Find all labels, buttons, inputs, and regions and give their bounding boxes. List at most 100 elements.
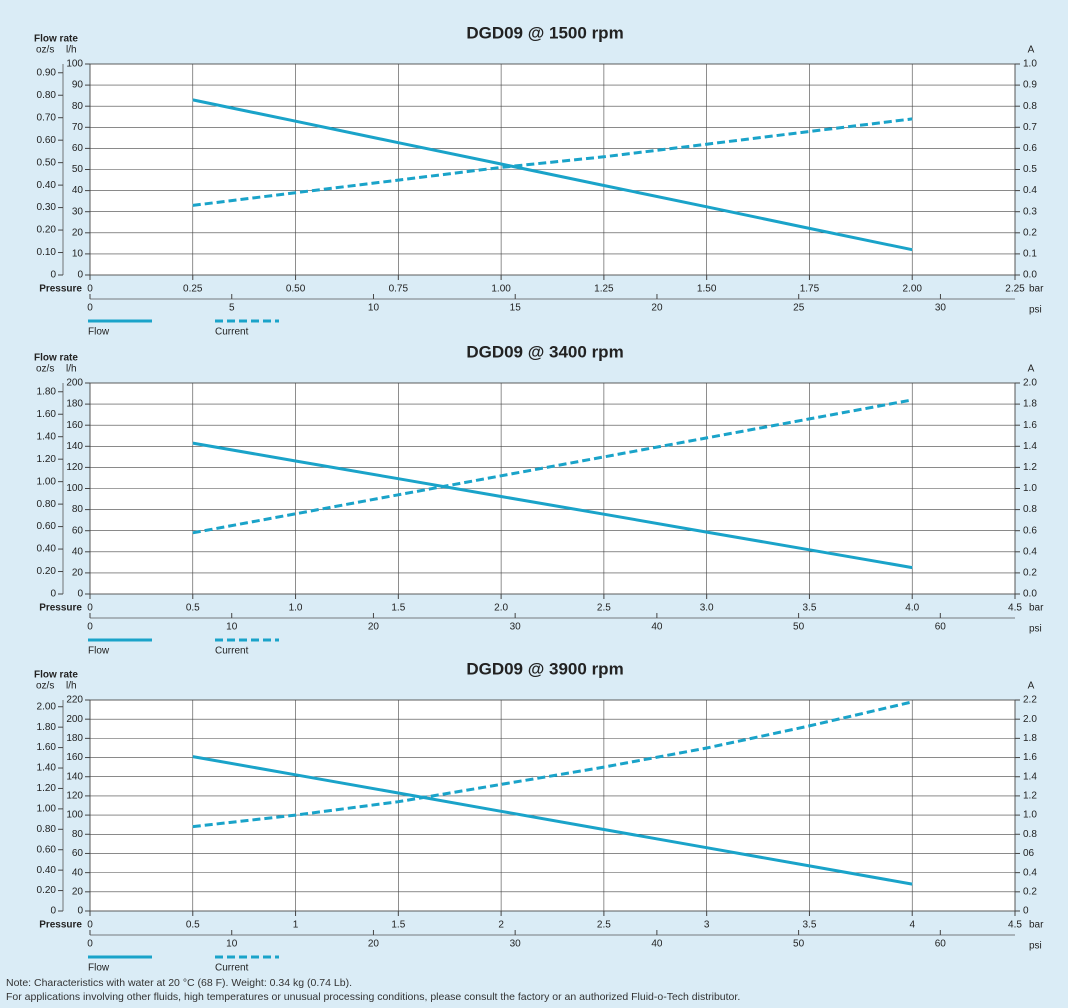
x2-tick-label: 30: [935, 303, 947, 314]
y-tick-label: 120: [66, 791, 83, 802]
y-tick-label: 200: [66, 378, 83, 389]
x-axis-title: Pressure: [39, 920, 82, 931]
y-tick-label: 60: [72, 848, 84, 859]
legend-label: Flow: [88, 646, 110, 657]
y3-tick-label: 1.00: [37, 804, 57, 815]
y-tick-label: 100: [66, 483, 83, 494]
x2-unit: psi: [1029, 624, 1042, 635]
y-axis-title: Flow rate: [34, 34, 78, 45]
y-tick-label: 0: [77, 906, 83, 917]
x-tick-label: 0: [87, 920, 93, 931]
chart-title: DGD09 @ 3400 rpm: [466, 342, 623, 361]
y2-tick-label: 0.8: [1023, 101, 1037, 112]
y3-tick-label: 0.10: [37, 247, 57, 258]
y3-tick-label: 0.60: [37, 521, 57, 532]
x-tick-label: 1.75: [800, 284, 820, 295]
y-tick-label: 140: [66, 441, 83, 452]
x-tick-label: 2.0: [494, 603, 508, 614]
y3-tick-label: 0: [50, 270, 56, 281]
y3-tick-label: 1.60: [37, 742, 57, 753]
x-tick-label: 1.50: [697, 284, 717, 295]
y2-tick-label: 0.8: [1023, 504, 1037, 515]
y2-tick-label: 2.2: [1023, 695, 1037, 706]
y-axis-title: Flow rate: [34, 670, 78, 681]
y2-tick-label: 1.4: [1023, 441, 1037, 452]
x2-tick-label: 10: [226, 622, 238, 633]
y-tick-label: 70: [72, 122, 84, 133]
y2-tick-label: 0.9: [1023, 80, 1037, 91]
y3-tick-label: 2.00: [37, 701, 57, 712]
x-tick-label: 2.00: [902, 284, 922, 295]
x-tick-label: 0: [87, 603, 93, 614]
y-tick-label: 100: [66, 59, 83, 70]
y2-tick-label: 1.2: [1023, 462, 1037, 473]
y3-tick-label: 1.80: [37, 722, 57, 733]
y-unit: l/h: [66, 681, 77, 692]
y3-tick-label: 1.20: [37, 454, 57, 465]
x-tick-label: 3.5: [802, 603, 816, 614]
y2-unit: A: [1028, 45, 1035, 56]
x-tick-label: 3: [704, 920, 710, 931]
series-line: [192, 398, 913, 535]
y-tick-label: 40: [72, 546, 84, 557]
y2-tick-label: 0.0: [1023, 589, 1037, 600]
x2-tick-label: 20: [651, 303, 663, 314]
y3-tick-label: 0.40: [37, 544, 57, 555]
x-unit: bar: [1029, 284, 1044, 295]
series-line: [192, 441, 913, 570]
x-tick-label: 4.5: [1008, 603, 1022, 614]
y-tick-label: 80: [72, 504, 84, 515]
y3-tick-label: 0.50: [37, 157, 57, 168]
y-tick-label: 40: [72, 185, 84, 196]
x-tick-label: 1.25: [594, 284, 614, 295]
x-axis-title: Pressure: [39, 603, 82, 614]
x-tick-label: 2.5: [597, 920, 611, 931]
y2-tick-label: 0.2: [1023, 227, 1037, 238]
y2-tick-label: 1.6: [1023, 420, 1037, 431]
x-tick-label: 2.5: [597, 603, 611, 614]
x2-tick-label: 60: [935, 939, 947, 950]
y2-tick-label: 1.8: [1023, 733, 1037, 744]
y-tick-label: 0: [77, 270, 83, 281]
y3-unit: oz/s: [36, 681, 54, 692]
x2-tick-label: 40: [651, 939, 663, 950]
y-tick-label: 10: [72, 249, 84, 260]
x-unit: bar: [1029, 920, 1044, 931]
y3-tick-label: 1.40: [37, 763, 57, 774]
y3-tick-label: 0.30: [37, 202, 57, 213]
y2-tick-label: 2.0: [1023, 714, 1037, 725]
x2-tick-label: 50: [793, 939, 805, 950]
y2-tick-label: 0.2: [1023, 886, 1037, 897]
y3-tick-label: 0.60: [37, 135, 57, 146]
y2-tick-label: 0.3: [1023, 206, 1037, 217]
y3-tick-label: 0.80: [37, 499, 57, 510]
y-tick-label: 30: [72, 206, 84, 217]
series-line: [192, 117, 913, 207]
chart-title: DGD09 @ 3900 rpm: [466, 659, 623, 678]
y2-tick-label: 0.7: [1023, 122, 1037, 133]
y-tick-label: 60: [72, 143, 84, 154]
y3-tick-label: 0.80: [37, 824, 57, 835]
legend-label: Current: [215, 327, 249, 338]
y-tick-label: 20: [72, 886, 84, 897]
series-line: [192, 755, 913, 886]
y2-tick-label: 0.4: [1023, 867, 1037, 878]
y-tick-label: 160: [66, 420, 83, 431]
x-tick-label: 0.5: [186, 603, 200, 614]
note-line: Note: Characteristics with water at 20 °…: [6, 977, 352, 989]
y2-tick-label: 0.8: [1023, 829, 1037, 840]
y2-tick-label: 0.6: [1023, 143, 1037, 154]
x2-tick-label: 0: [87, 622, 93, 633]
y-tick-label: 140: [66, 771, 83, 782]
y2-tick-label: 0.5: [1023, 164, 1037, 175]
x2-tick-label: 20: [368, 622, 380, 633]
y-tick-label: 80: [72, 829, 84, 840]
y2-tick-label: 0.1: [1023, 249, 1037, 260]
y2-tick-label: 1.0: [1023, 59, 1037, 70]
x2-tick-label: 30: [510, 939, 522, 950]
x-tick-label: 0: [87, 284, 93, 295]
y3-tick-label: 1.60: [37, 409, 57, 420]
y-tick-label: 50: [72, 164, 84, 175]
y3-tick-label: 0.20: [37, 566, 57, 577]
